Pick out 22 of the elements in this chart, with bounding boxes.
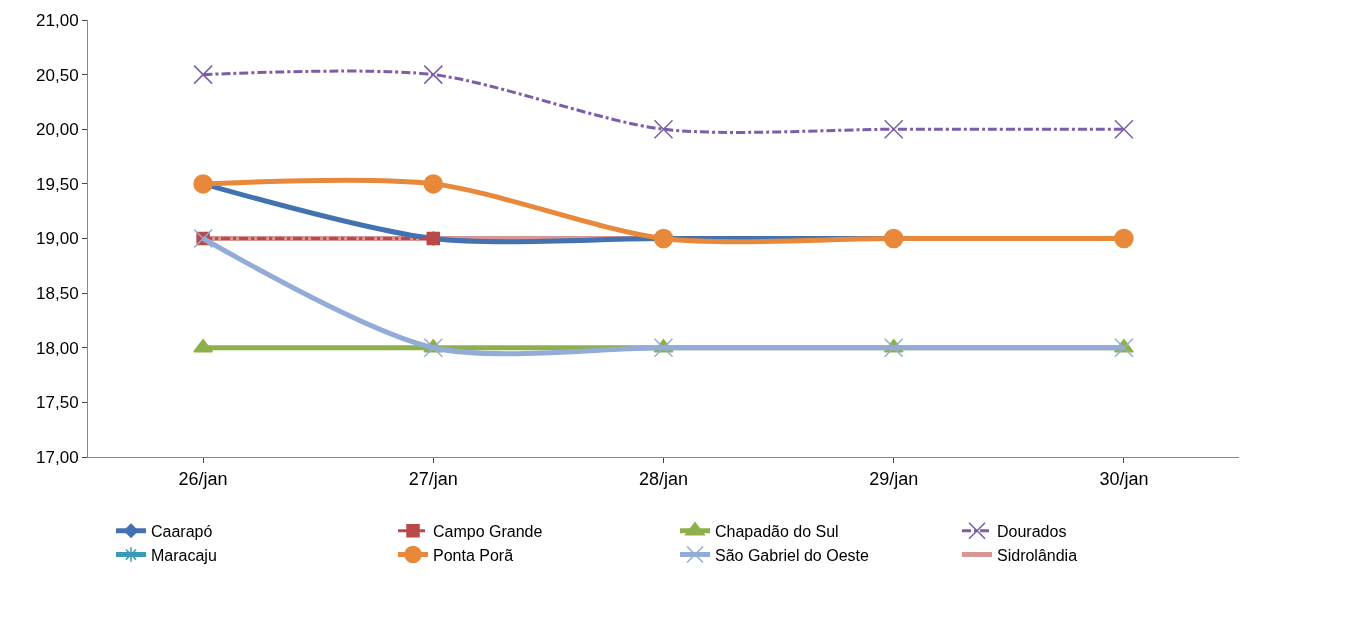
x-tick-label: 29/jan [869, 468, 919, 489]
x-tick-label: 30/jan [1099, 468, 1149, 489]
legend-label: São Gabriel do Oeste [715, 546, 869, 564]
y-tick-label: 18,00 [36, 338, 79, 358]
legend-label: Maracaju [151, 546, 217, 564]
x-tick-label: 28/jan [638, 468, 689, 489]
x-tick-label: 26/jan [178, 468, 228, 489]
legend-label: Caarapó [151, 522, 213, 540]
legend-label: Campo Grande [433, 522, 543, 540]
y-tick-label: 17,00 [36, 447, 79, 467]
x-tick-label: 27/jan [408, 468, 458, 489]
y-tick-label: 20,50 [36, 65, 79, 85]
legend-label: Dourados [997, 522, 1067, 540]
y-tick-label: 17,50 [36, 393, 79, 413]
y-tick-label: 20,00 [36, 120, 79, 140]
y-tick-label: 19,50 [36, 174, 79, 194]
y-tick-label: 18,50 [36, 284, 79, 304]
y-tick-label: 21,00 [36, 10, 79, 30]
legend-label: Chapadão do Sul [715, 522, 839, 540]
legend-label: Sidrolândia [997, 546, 1078, 564]
y-tick-label: 19,00 [36, 229, 79, 249]
legend-label: Ponta Porã [433, 546, 514, 564]
